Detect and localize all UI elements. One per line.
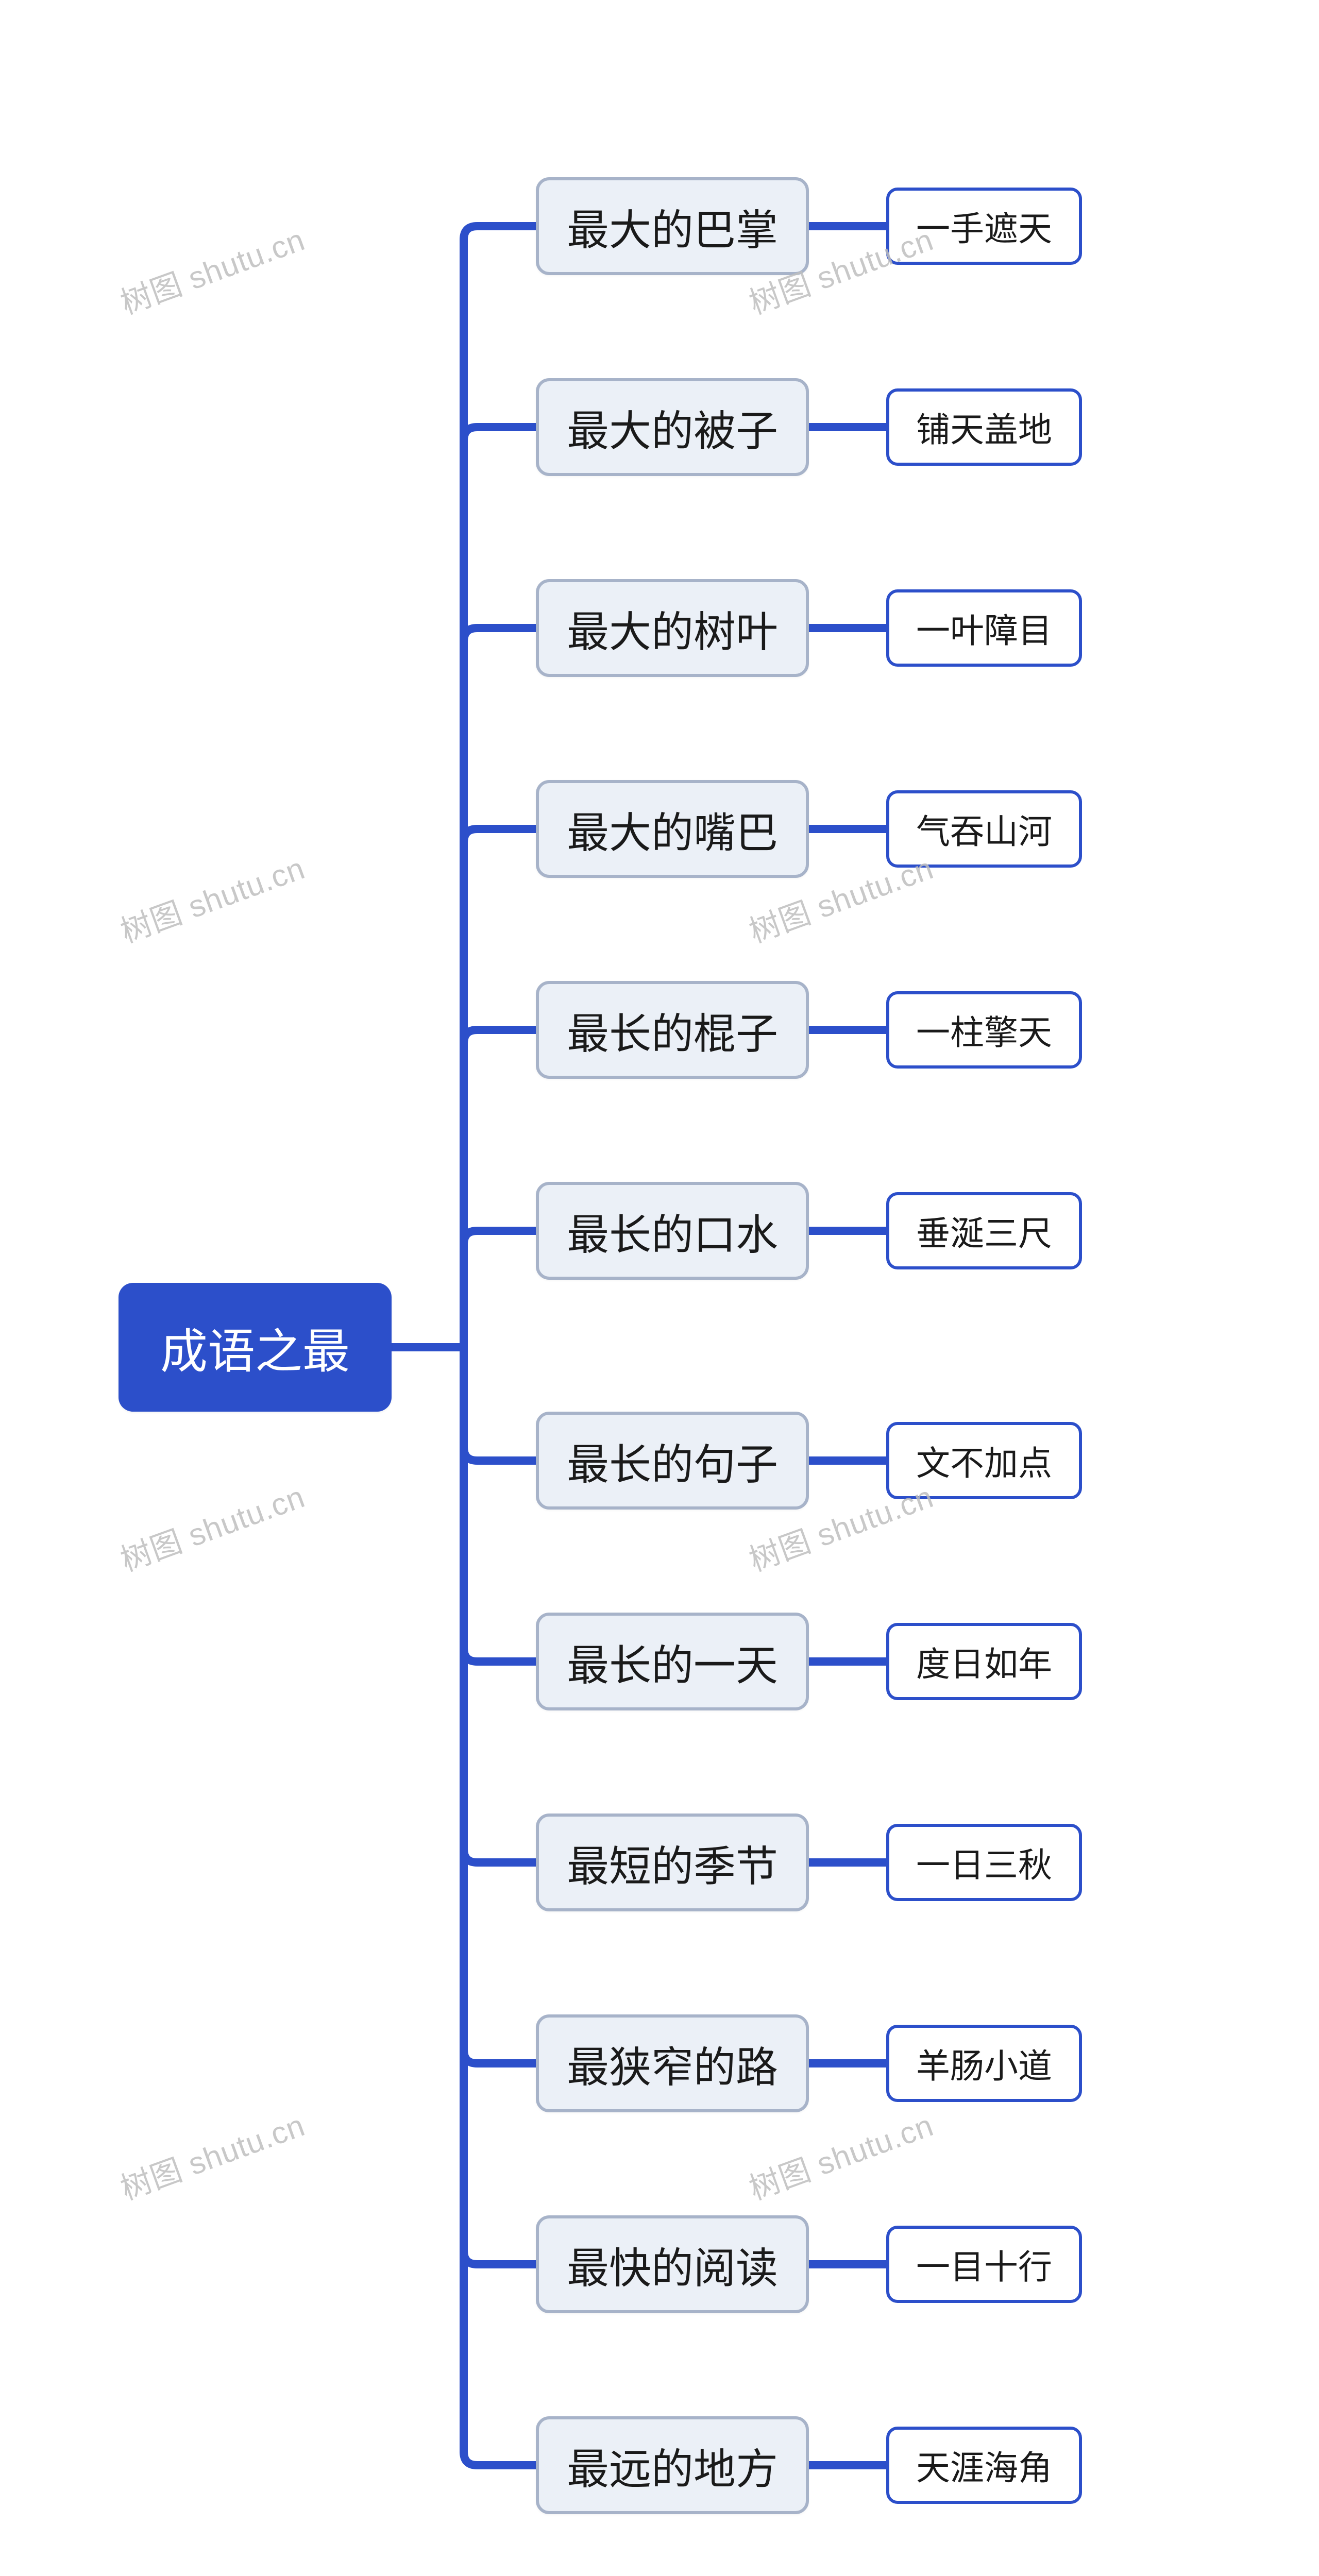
watermark: 树图 shutu.cn <box>113 843 310 952</box>
level1-label: 最大的被子 <box>567 397 778 458</box>
level1-node[interactable]: 最长的句子 <box>536 1412 809 1510</box>
level2-label: 铺天盖地 <box>916 402 1052 452</box>
level1-label: 最大的巴掌 <box>567 196 778 257</box>
level1-node[interactable]: 最大的树叶 <box>536 579 809 677</box>
level1-node[interactable]: 最短的季节 <box>536 1814 809 1911</box>
level1-node[interactable]: 最快的阅读 <box>536 2215 809 2313</box>
watermark: 树图 shutu.cn <box>113 2100 310 2209</box>
level1-node[interactable]: 最大的巴掌 <box>536 177 809 275</box>
level2-label: 垂涎三尺 <box>916 1206 1052 1256</box>
level1-node[interactable]: 最大的嘴巴 <box>536 780 809 878</box>
level2-label: 度日如年 <box>916 1637 1052 1686</box>
level1-label: 最大的树叶 <box>567 598 778 659</box>
level2-label: 一柱擎天 <box>916 1005 1052 1055</box>
root-label: 成语之最 <box>160 1313 350 1382</box>
level1-label: 最长的口水 <box>567 1200 778 1262</box>
level2-node[interactable]: 铺天盖地 <box>886 388 1082 466</box>
level2-label: 一叶障目 <box>916 603 1052 653</box>
level1-label: 最快的阅读 <box>567 2234 778 2295</box>
level2-node[interactable]: 天涯海角 <box>886 2427 1082 2504</box>
level1-label: 最长的句子 <box>567 1430 778 1492</box>
watermark: 树图 shutu.cn <box>113 215 310 323</box>
level1-label: 最远的地方 <box>567 2435 778 2496</box>
level1-node[interactable]: 最狭窄的路 <box>536 2014 809 2112</box>
mindmap-canvas: 成语之最 最大的巴掌 一手遮天最大的被子 铺天盖地最大的树叶 一叶障目最大的嘴巴 气吞山… <box>0 0 1319 2576</box>
level2-node[interactable]: 度日如年 <box>886 1623 1082 1700</box>
level1-node[interactable]: 最大的被子 <box>536 378 809 476</box>
level2-node[interactable]: 羊肠小道 <box>886 2025 1082 2102</box>
level2-label: 一目十行 <box>916 2240 1052 2289</box>
level1-label: 最短的季节 <box>567 1832 778 1893</box>
level1-node[interactable]: 最长的棍子 <box>536 981 809 1079</box>
level2-node[interactable]: 一柱擎天 <box>886 991 1082 1069</box>
level2-label: 羊肠小道 <box>916 2039 1052 2088</box>
level1-label: 最狭窄的路 <box>567 2033 778 2094</box>
level1-label: 最长的一天 <box>567 1631 778 1692</box>
level1-label: 最大的嘴巴 <box>567 799 778 860</box>
level1-label: 最长的棍子 <box>567 999 778 1061</box>
level2-label: 天涯海角 <box>916 2441 1052 2490</box>
watermark: 树图 shutu.cn <box>113 1472 310 1580</box>
level1-node[interactable]: 最长的一天 <box>536 1613 809 1710</box>
level1-node[interactable]: 最长的口水 <box>536 1182 809 1280</box>
level2-label: 一日三秋 <box>916 1838 1052 1887</box>
level1-node[interactable]: 最远的地方 <box>536 2416 809 2514</box>
root-node[interactable]: 成语之最 <box>119 1283 392 1412</box>
watermark: 树图 shutu.cn <box>742 2100 939 2209</box>
level2-node[interactable]: 垂涎三尺 <box>886 1192 1082 1269</box>
level2-label: 一手遮天 <box>916 201 1052 251</box>
level2-node[interactable]: 一叶障目 <box>886 589 1082 667</box>
level2-node[interactable]: 一目十行 <box>886 2226 1082 2303</box>
level2-label: 气吞山河 <box>916 804 1052 854</box>
level2-label: 文不加点 <box>916 1436 1052 1485</box>
level2-node[interactable]: 一日三秋 <box>886 1824 1082 1901</box>
